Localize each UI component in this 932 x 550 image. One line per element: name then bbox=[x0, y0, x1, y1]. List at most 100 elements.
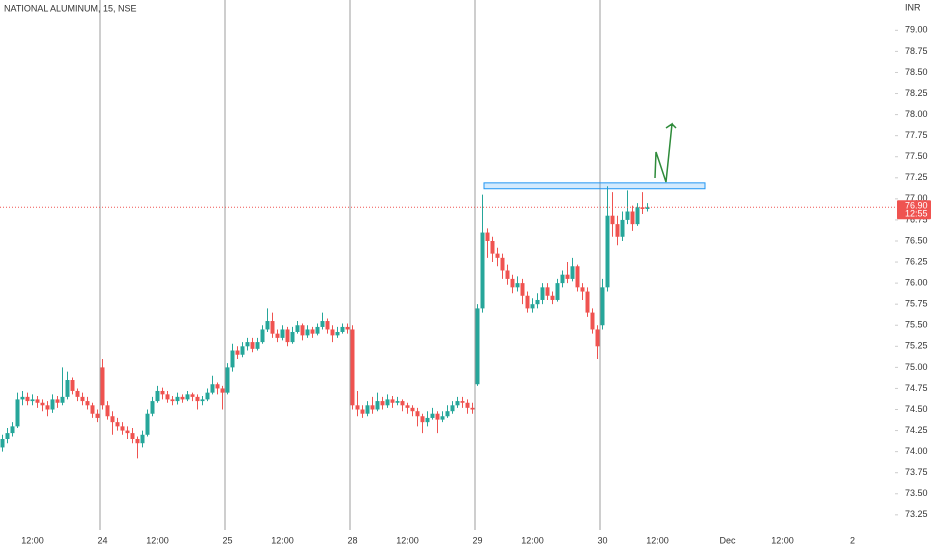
candle-body bbox=[345, 326, 350, 330]
candle-body bbox=[620, 219, 625, 237]
x-tick-label: 12:00 bbox=[396, 535, 419, 545]
candle-body bbox=[380, 401, 385, 406]
candle-body bbox=[475, 308, 480, 385]
candle-body bbox=[420, 416, 425, 423]
y-tick-label: 74.25 bbox=[905, 425, 928, 435]
x-tick-label: 28 bbox=[347, 535, 357, 545]
candle-body bbox=[320, 321, 325, 327]
candle-body bbox=[30, 399, 35, 402]
candle-body bbox=[310, 329, 315, 334]
last-price-label: 76.90 bbox=[905, 201, 928, 211]
candle-body bbox=[305, 329, 310, 336]
candle-body bbox=[110, 416, 115, 423]
candle-body bbox=[540, 287, 545, 300]
arrow-drawing bbox=[654, 122, 677, 183]
candle-body bbox=[395, 401, 400, 403]
candle-body bbox=[240, 346, 245, 355]
y-tick-label: 73.75 bbox=[905, 467, 928, 477]
candle-body bbox=[10, 426, 15, 434]
resistance-zone bbox=[483, 182, 706, 190]
candle-body bbox=[520, 283, 525, 296]
candle-body bbox=[365, 405, 370, 414]
candle-body bbox=[50, 399, 55, 410]
candle-body bbox=[0, 438, 5, 448]
candle-body bbox=[15, 399, 20, 427]
candle-body bbox=[140, 434, 145, 444]
candle-body bbox=[170, 399, 175, 402]
x-tick-label: 12:00 bbox=[521, 535, 544, 545]
candle-body bbox=[150, 401, 155, 414]
candle-body bbox=[245, 342, 250, 347]
candle-body bbox=[25, 396, 30, 402]
candle-body bbox=[270, 321, 275, 334]
candle-body bbox=[220, 388, 225, 393]
candle-body bbox=[330, 329, 335, 336]
x-tick-label: 12:00 bbox=[146, 535, 169, 545]
candle-body bbox=[255, 342, 260, 349]
last-price-tag bbox=[897, 200, 931, 220]
candle-body bbox=[565, 274, 570, 279]
candle-body bbox=[445, 411, 450, 417]
candle-body bbox=[400, 401, 405, 406]
x-tick-label: 12:00 bbox=[21, 535, 44, 545]
y-tick-label: 78.50 bbox=[905, 67, 928, 77]
y-tick-label: 77.00 bbox=[905, 193, 928, 203]
candle-body bbox=[630, 211, 635, 225]
candle-body bbox=[155, 390, 160, 402]
candle-body bbox=[165, 394, 170, 400]
candle-body bbox=[265, 321, 270, 330]
candle-body bbox=[500, 257, 505, 271]
x-tick-label: 12:00 bbox=[271, 535, 294, 545]
candle-body bbox=[645, 207, 650, 209]
candle-body bbox=[355, 405, 360, 410]
candle-body bbox=[605, 215, 610, 288]
y-tick-label: 75.00 bbox=[905, 362, 928, 372]
candle-body bbox=[530, 304, 535, 309]
candle-body bbox=[5, 433, 10, 439]
y-tick-label: 78.25 bbox=[905, 88, 928, 98]
candle-body bbox=[120, 426, 125, 431]
candle-body bbox=[350, 329, 355, 406]
candle-body bbox=[190, 394, 195, 397]
candle-body bbox=[230, 350, 235, 368]
candle-body bbox=[185, 394, 190, 400]
x-tick-label: 12:00 bbox=[771, 535, 794, 545]
candle-body bbox=[580, 287, 585, 292]
candle-body bbox=[145, 413, 150, 435]
y-tick-label: 75.25 bbox=[905, 341, 928, 351]
candle-body bbox=[130, 433, 135, 439]
candle-body bbox=[535, 299, 540, 305]
candle-body bbox=[550, 295, 555, 300]
y-tick-label: 74.50 bbox=[905, 404, 928, 414]
candle-body bbox=[470, 407, 475, 410]
candle-body bbox=[545, 287, 550, 296]
candle-body bbox=[275, 333, 280, 338]
x-tick-label: 29 bbox=[472, 535, 482, 545]
candle-body bbox=[180, 396, 185, 400]
candle-body bbox=[260, 329, 265, 343]
candle-body bbox=[65, 380, 70, 397]
candle-body bbox=[615, 224, 620, 237]
candle-body bbox=[135, 438, 140, 444]
candle-body bbox=[80, 396, 85, 402]
candle-body bbox=[595, 329, 600, 347]
candle-body bbox=[55, 399, 60, 403]
candle-body bbox=[375, 401, 380, 410]
candle-body bbox=[210, 384, 215, 393]
candle-body bbox=[555, 283, 560, 300]
y-tick-label: 78.75 bbox=[905, 46, 928, 56]
x-tick-label: 25 bbox=[222, 535, 232, 545]
y-tick-label: 73.25 bbox=[905, 509, 928, 519]
candle-body bbox=[35, 399, 40, 403]
candle-body bbox=[515, 283, 520, 288]
candle-body bbox=[205, 392, 210, 400]
y-tick-label: 78.00 bbox=[905, 109, 928, 119]
candle-body bbox=[625, 211, 630, 220]
candle-body bbox=[340, 326, 345, 332]
y-tick-label: 77.50 bbox=[905, 151, 928, 161]
y-tick-label: 77.25 bbox=[905, 172, 928, 182]
overlay bbox=[483, 122, 706, 190]
y-tick-label: 76.00 bbox=[905, 277, 928, 287]
